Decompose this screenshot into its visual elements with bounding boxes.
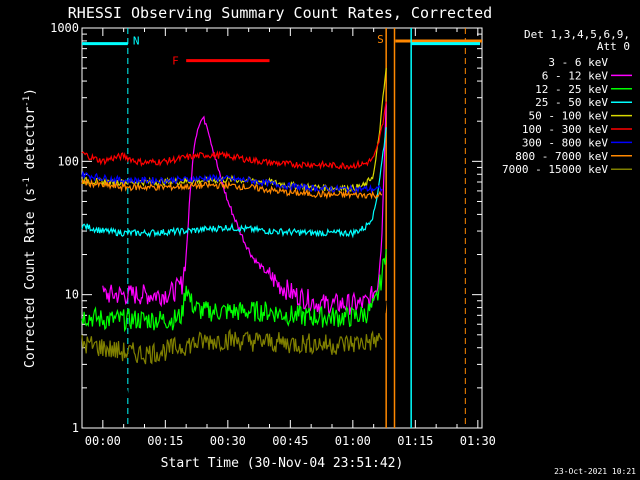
x-tick-label: 01:15 (397, 434, 433, 448)
legend-header-2: Att 0 (597, 40, 630, 53)
x-tick-label: 01:00 (335, 434, 371, 448)
footer-timestamp: 23-Oct-2021 10:21 (554, 467, 636, 476)
legend-label: 25 - 50 keV (535, 96, 608, 109)
legend-label: 300 - 800 keV (522, 136, 608, 149)
series-line (106, 128, 387, 420)
legend-label: 800 - 7000 keV (515, 150, 608, 163)
x-tick-label: 00:15 (147, 434, 183, 448)
series-line (81, 101, 387, 171)
n-label: N (133, 35, 140, 48)
series-line (81, 178, 383, 200)
x-tick-label: 00:00 (85, 434, 121, 448)
y-tick-label: 10 (65, 288, 79, 302)
legend-label: 6 - 12 keV (542, 69, 609, 82)
x-axis-label: Start Time (30-Nov-04 23:51:42) (161, 456, 404, 471)
f-label: F (172, 55, 179, 68)
series-line (81, 328, 383, 365)
x-tick-label: 01:30 (460, 434, 496, 448)
y-tick-label: 1 (72, 421, 79, 435)
series-layer (81, 68, 387, 420)
legend-label: 12 - 25 keV (535, 83, 608, 96)
series-line (102, 101, 387, 315)
axis-ticks: 00:00 00:15 00:30 00:45 01:00 01:15 01:30 1 10 10… (50, 21, 496, 448)
y-tick-label: 100 (57, 154, 79, 168)
annotations: N F S (82, 28, 482, 428)
s-label: S (377, 33, 384, 46)
x-tick-label: 00:30 (210, 434, 246, 448)
legend-label: 50 - 100 keV (529, 110, 609, 123)
series-line (81, 171, 383, 194)
legend-label: 3 - 6 keV (548, 56, 608, 69)
chart-title: RHESSI Observing Summary Count Rates, Co… (68, 4, 492, 22)
legend-label: 100 - 300 keV (522, 123, 608, 136)
y-axis-label: Corrected Count Rate (s-1 detector-1) (22, 88, 38, 368)
x-tick-label: 00:45 (272, 434, 308, 448)
legend-label: 7000 - 15000 keV (502, 163, 608, 176)
y-tick-label: 1000 (50, 21, 79, 35)
legend-header-1: Det 1,3,4,5,6,9, (524, 28, 630, 41)
series-line (81, 127, 387, 239)
series-line (81, 248, 387, 333)
